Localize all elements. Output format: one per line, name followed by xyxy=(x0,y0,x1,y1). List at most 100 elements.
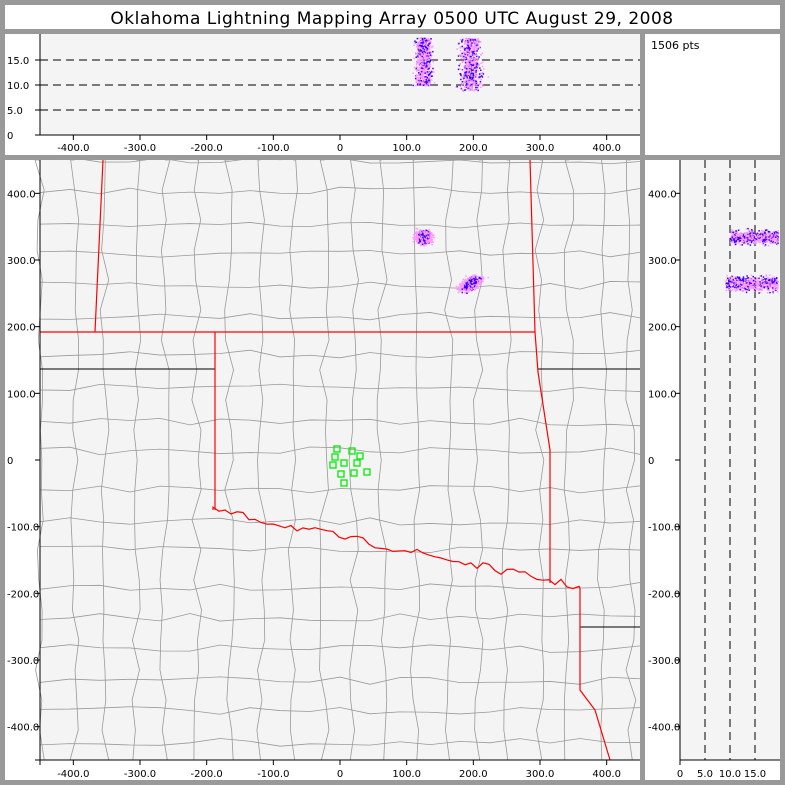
source-point xyxy=(420,79,423,82)
lma-station xyxy=(337,470,345,478)
source-point xyxy=(481,52,484,54)
source-point xyxy=(459,87,462,90)
source-point xyxy=(754,283,757,286)
source-point xyxy=(464,281,467,283)
source-point xyxy=(472,280,475,283)
county-border xyxy=(39,676,641,685)
source-point xyxy=(749,244,752,246)
source-point xyxy=(769,236,771,238)
source-point xyxy=(461,41,463,43)
source-point xyxy=(419,42,421,45)
source-point xyxy=(745,241,747,243)
source-point xyxy=(771,232,774,235)
source-point xyxy=(472,77,474,80)
source-point xyxy=(765,278,768,280)
source-point xyxy=(735,290,737,292)
source-point xyxy=(734,281,736,284)
source-point xyxy=(423,242,425,244)
source-point xyxy=(764,279,767,281)
source-point xyxy=(461,45,464,48)
county-border xyxy=(444,159,454,761)
source-point xyxy=(731,281,733,283)
source-point xyxy=(468,44,470,47)
source-point xyxy=(769,274,771,276)
source-point xyxy=(428,233,430,236)
source-point xyxy=(770,278,772,281)
source-point xyxy=(467,284,470,287)
source-point xyxy=(739,239,741,241)
source-point xyxy=(466,49,468,51)
source-point xyxy=(470,88,473,91)
source-point xyxy=(480,278,483,281)
source-point xyxy=(751,283,754,286)
source-point xyxy=(421,236,423,238)
source-point xyxy=(463,46,466,49)
source-point xyxy=(426,72,429,75)
source-point xyxy=(429,236,432,239)
source-point xyxy=(473,40,476,43)
source-point xyxy=(426,232,429,234)
source-point xyxy=(473,49,476,51)
source-point xyxy=(428,68,430,71)
source-point xyxy=(739,237,742,239)
source-point xyxy=(738,280,741,283)
source-point xyxy=(730,239,733,241)
source-point xyxy=(468,43,470,45)
source-point xyxy=(457,286,460,288)
source-point xyxy=(426,67,428,70)
source-point xyxy=(419,44,422,47)
source-point xyxy=(765,234,768,237)
source-point xyxy=(464,66,466,68)
source-point xyxy=(758,235,760,237)
source-point xyxy=(772,279,775,282)
source-point xyxy=(475,275,478,277)
source-point xyxy=(461,39,464,41)
source-point xyxy=(471,77,474,80)
source-point xyxy=(476,44,479,46)
source-point xyxy=(432,60,434,62)
source-point xyxy=(744,241,747,243)
source-point xyxy=(747,277,750,279)
source-point xyxy=(467,78,470,80)
source-point xyxy=(768,237,770,240)
source-point xyxy=(424,46,426,48)
source-point xyxy=(475,54,478,56)
source-point xyxy=(475,79,478,82)
source-point xyxy=(464,49,466,51)
source-point xyxy=(431,243,433,246)
source-point xyxy=(429,234,431,237)
source-point xyxy=(471,44,474,47)
x-tick-label: 300.0 xyxy=(526,769,555,780)
source-point xyxy=(734,231,737,234)
source-point xyxy=(468,66,471,69)
source-point xyxy=(424,40,427,42)
source-point xyxy=(471,276,474,278)
source-point xyxy=(467,55,469,58)
source-point xyxy=(472,287,475,290)
source-point xyxy=(427,68,429,70)
source-point xyxy=(473,89,476,91)
source-point xyxy=(424,232,427,235)
county-border xyxy=(501,159,512,761)
source-point xyxy=(731,285,733,288)
source-point xyxy=(465,85,468,87)
source-point xyxy=(760,281,762,284)
source-point xyxy=(456,48,458,50)
source-point xyxy=(464,57,467,60)
source-point xyxy=(774,235,777,237)
source-point xyxy=(739,283,741,285)
source-point xyxy=(430,40,432,43)
source-point xyxy=(754,234,757,237)
plan-view-map: -400.0 -300.0 -200.0 -100.0 0 100.0 200.0 300.0… xyxy=(7,155,641,780)
source-point xyxy=(470,287,472,289)
source-point xyxy=(476,39,479,42)
source-point xyxy=(463,283,466,285)
source-point xyxy=(465,82,468,85)
source-point xyxy=(421,37,423,40)
source-point xyxy=(420,47,423,49)
source-point xyxy=(768,233,770,236)
source-point xyxy=(422,37,425,40)
source-point xyxy=(431,239,434,241)
source-point xyxy=(738,276,741,279)
source-point xyxy=(466,65,468,68)
